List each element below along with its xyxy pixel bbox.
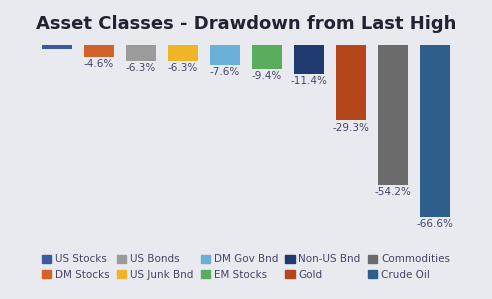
- Bar: [41, 45, 72, 49]
- Text: -6.3%: -6.3%: [168, 63, 198, 73]
- Bar: [420, 45, 451, 216]
- Bar: [84, 45, 114, 57]
- Bar: [294, 45, 324, 74]
- Bar: [378, 45, 408, 184]
- Text: -66.6%: -66.6%: [417, 219, 454, 228]
- Text: -11.4%: -11.4%: [291, 77, 328, 86]
- Bar: [125, 45, 156, 61]
- Bar: [210, 45, 240, 65]
- Text: -54.2%: -54.2%: [375, 187, 412, 197]
- Text: -9.4%: -9.4%: [252, 71, 282, 81]
- Text: -7.6%: -7.6%: [210, 67, 240, 77]
- Text: -6.3%: -6.3%: [125, 63, 156, 73]
- Text: -29.3%: -29.3%: [333, 123, 369, 132]
- Text: -4.6%: -4.6%: [84, 59, 114, 69]
- Bar: [168, 45, 198, 61]
- Title: Asset Classes - Drawdown from Last High: Asset Classes - Drawdown from Last High: [36, 15, 456, 33]
- Legend: US Stocks, DM Stocks, US Bonds, US Junk Bnd, DM Gov Bnd, EM Stocks, Non-US Bnd, : US Stocks, DM Stocks, US Bonds, US Junk …: [39, 251, 453, 283]
- Bar: [336, 45, 367, 120]
- Bar: [252, 45, 282, 69]
